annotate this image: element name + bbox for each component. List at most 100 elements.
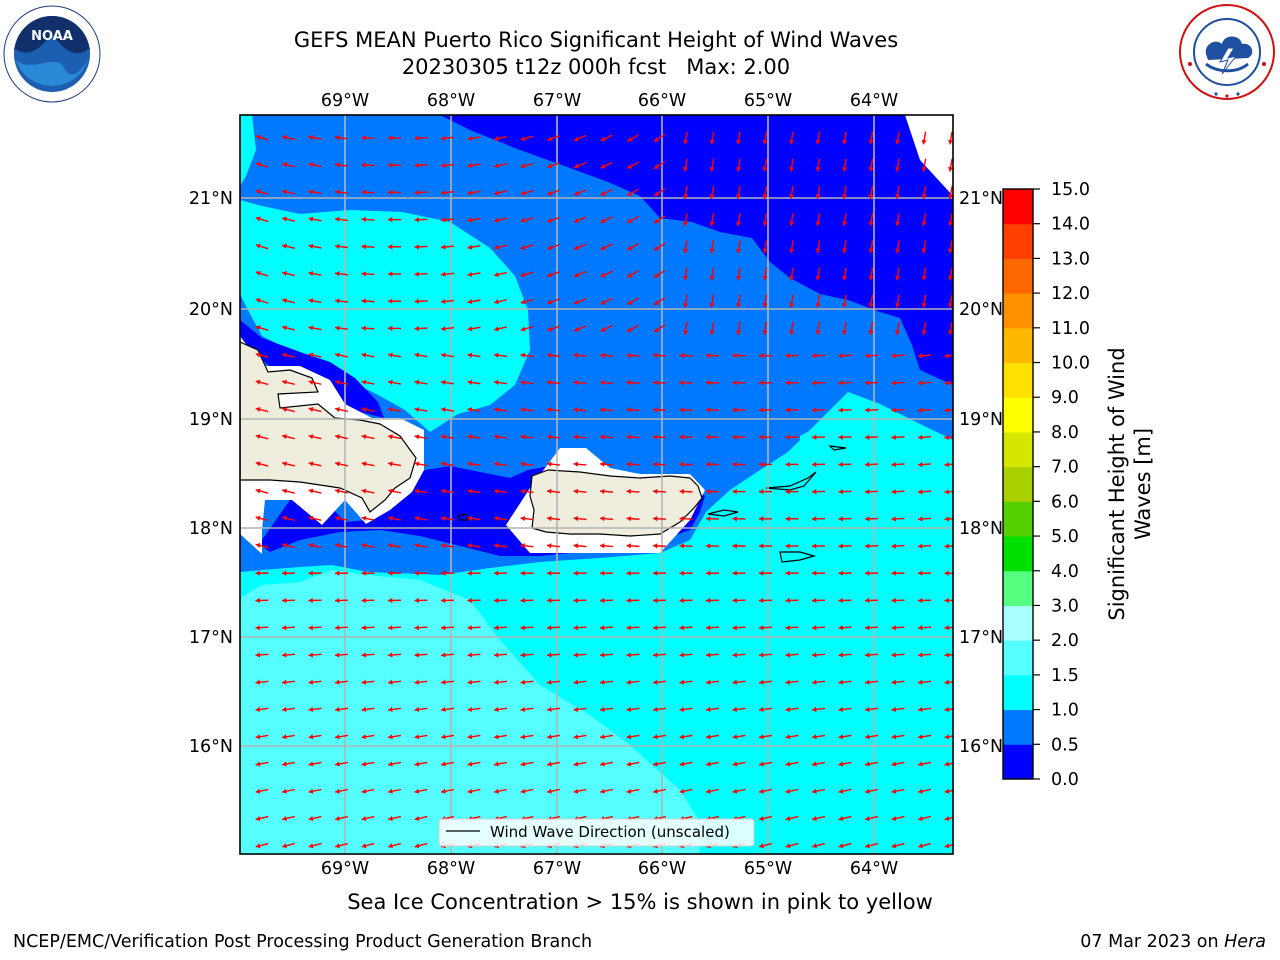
colorbar-segment	[1003, 501, 1033, 537]
wave-direction-arrowhead	[467, 570, 472, 576]
wave-direction-arrowhead	[918, 353, 923, 359]
wave-direction-arrowhead	[759, 706, 764, 713]
wave-direction-arrowhead	[494, 244, 499, 250]
wave-direction-arrowhead	[547, 163, 553, 169]
wave-direction-arrowhead	[732, 434, 737, 440]
wave-direction-arrowhead	[679, 734, 685, 740]
wave-direction-arrowhead	[759, 570, 764, 576]
land-vieques	[707, 509, 739, 517]
wave-direction-arrowhead	[815, 139, 821, 145]
wave-direction-arrowhead	[361, 407, 367, 413]
wave-direction-arrowhead	[308, 625, 313, 631]
wave-direction-arrowhead	[732, 543, 737, 549]
wave-direction-arrowhead	[388, 734, 393, 740]
wave-direction-arrowhead	[255, 734, 261, 740]
lat-label: 21°N	[959, 189, 1003, 209]
wave-direction-arrowhead	[547, 488, 552, 494]
wave-direction-arrowhead	[626, 570, 631, 576]
footer-credit: NCEP/EMC/Verification Post Processing Pr…	[13, 932, 593, 952]
wave-direction-arrowhead	[282, 379, 287, 385]
wave-direction-arrowhead	[626, 652, 632, 658]
colorbar-frame	[1002, 188, 1034, 780]
wave-direction-arrowhead	[573, 543, 579, 549]
wave-direction-arrowhead	[732, 625, 737, 631]
wave-direction-arrowhead	[308, 515, 314, 521]
wave-direction-arrowhead	[573, 597, 578, 604]
wave-direction-arrowhead	[547, 761, 552, 767]
wave-direction-arrowhead	[891, 815, 897, 822]
wave-direction-arrowhead	[679, 407, 684, 413]
wave-direction-arrowhead	[736, 166, 742, 172]
wave-direction-arrowhead	[759, 652, 764, 658]
colorbar-tick-label: 7.0	[1051, 458, 1079, 478]
lat-label: 16°N	[959, 737, 1003, 757]
wave-direction-arrowhead	[282, 570, 287, 576]
wave-direction-arrowhead	[865, 843, 870, 849]
wave-direction-arrowhead	[706, 434, 711, 440]
wave-direction-arrowhead	[308, 815, 314, 822]
wave-direction-arrowhead	[759, 461, 764, 467]
wave-direction-arrowhead	[706, 788, 711, 794]
wave-direction-arrowhead	[547, 299, 553, 305]
lon-label: 66°W	[638, 91, 686, 111]
wave-direction-arrowhead	[361, 298, 366, 304]
wave-direction-arrowhead	[865, 461, 870, 468]
wave-direction-arrowhead	[921, 330, 927, 335]
wave-direction-arrowhead	[785, 652, 791, 658]
wave-direction-arrowhead	[547, 434, 552, 440]
wave-direction-arrowhead	[414, 706, 420, 713]
wave-direction-arrowhead	[547, 461, 552, 467]
wave-direction-arrowhead	[441, 434, 446, 440]
wave-direction-arrowhead	[573, 652, 579, 658]
colorbar-tick-label: 2.0	[1051, 631, 1079, 651]
wave-direction-arrowhead	[732, 352, 737, 359]
wave-direction-arrowhead	[789, 194, 795, 199]
wave-direction-arrowhead	[282, 488, 287, 494]
wave-direction-arrowhead	[414, 379, 420, 385]
colorbar-segment	[1003, 293, 1033, 329]
wave-direction-arrowhead	[308, 843, 314, 849]
wave-direction-arrowhead	[547, 543, 552, 549]
lon-label: 69°W	[321, 91, 369, 111]
wave-direction-arrowhead	[842, 248, 848, 254]
wave-direction-arrowhead	[441, 706, 446, 713]
wave-direction-arrowhead	[789, 275, 795, 281]
wave-direction-arrowhead	[762, 166, 768, 172]
wave-direction-arrowhead	[812, 843, 817, 849]
wave-direction-arrowhead	[547, 788, 552, 794]
wave-direction-arrowhead	[574, 136, 579, 142]
wave-direction-arrowhead	[812, 570, 817, 576]
wave-direction-arrowhead	[759, 543, 764, 549]
wave-direction-arrowhead	[627, 245, 633, 251]
wave-direction-arrowhead	[467, 135, 473, 141]
wave-direction-arrowhead	[626, 761, 632, 767]
wave-direction-arrowhead	[467, 190, 473, 196]
colorbar-segment	[1003, 223, 1033, 259]
wave-direction-arrowhead	[494, 352, 499, 358]
wave-direction-arrowhead	[709, 139, 715, 145]
land-virgin-islands	[765, 471, 817, 491]
noaa-logo-text: NOAA	[31, 29, 73, 44]
wave-direction-arrowhead	[732, 407, 737, 413]
lat-label: 16°N	[189, 737, 233, 757]
wave-direction-arrowhead	[679, 543, 684, 549]
wave-direction-arrowhead	[812, 625, 817, 631]
wave-direction-arrowhead	[335, 352, 340, 358]
wave-direction-arrowhead	[759, 843, 764, 849]
wave-direction-arrowhead	[785, 788, 791, 794]
wave-direction-arrowhead	[679, 679, 685, 685]
wave-direction-arrowhead	[494, 734, 499, 740]
wave-direction-arrowhead	[736, 275, 742, 281]
colorbar-segment	[1003, 605, 1033, 641]
wave-direction-arrowhead	[467, 434, 473, 440]
wave-direction-arrowhead	[308, 325, 314, 331]
wave-direction-arrowhead	[626, 461, 631, 467]
wave-direction-arrowhead	[706, 706, 711, 713]
wave-direction-arrowhead	[600, 407, 605, 413]
wave-direction-arrowhead	[654, 327, 660, 332]
wave-direction-arrowhead	[838, 353, 843, 359]
wave-direction-arrowhead	[388, 815, 393, 822]
wave-direction-arrowhead	[600, 272, 606, 278]
wave-direction-arrowhead	[812, 788, 817, 794]
wave-direction-arrowhead	[520, 163, 526, 169]
